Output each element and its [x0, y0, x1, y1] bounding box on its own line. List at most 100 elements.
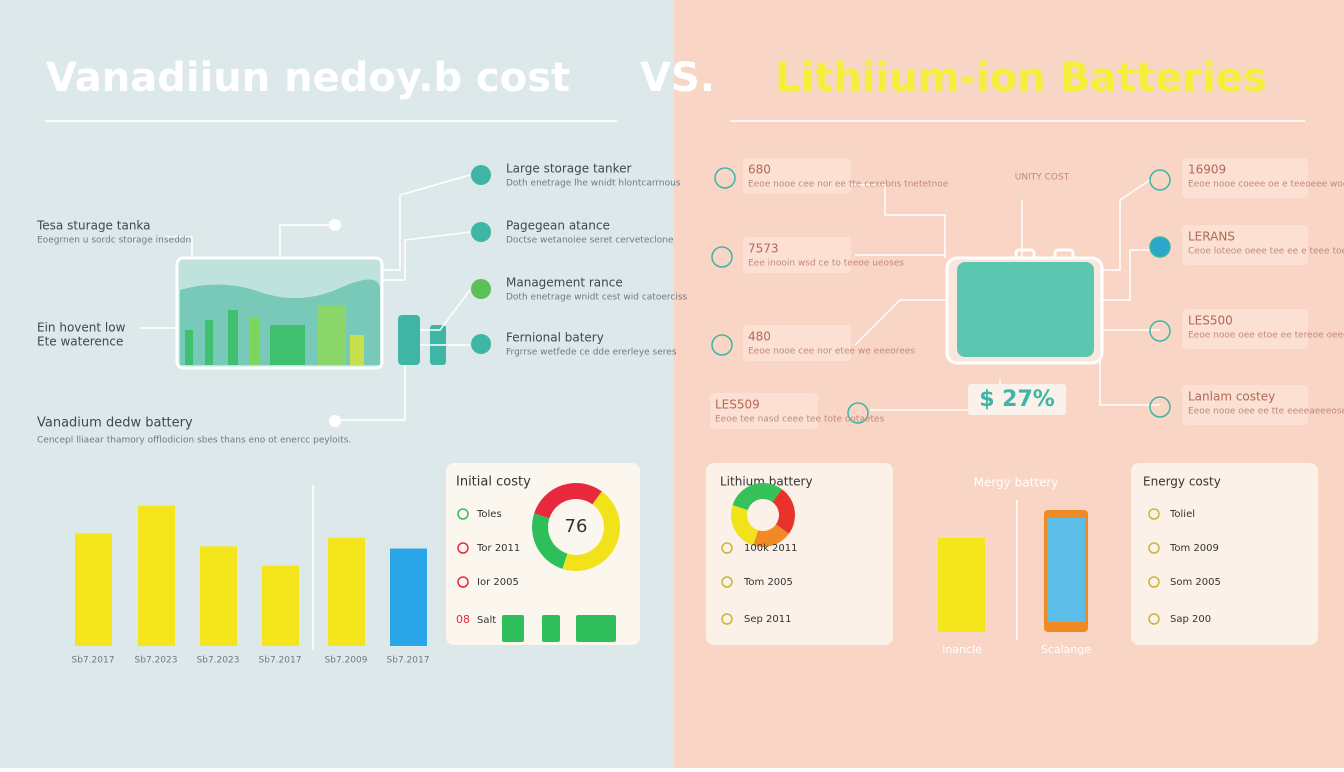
- bar: [938, 538, 985, 632]
- vs-label: VS.: [640, 55, 715, 101]
- x-tick-label: Sb7.2017: [259, 656, 302, 666]
- bar: [390, 548, 427, 646]
- card-title: Energy costy: [1143, 475, 1221, 489]
- card-title: Initial costy: [456, 475, 531, 490]
- legend-label: Ior 2005: [477, 577, 519, 588]
- legend-label: Som 2005: [1170, 577, 1221, 588]
- bar: [75, 533, 112, 646]
- item-text: Eeoe nooe oee etoe ee tereoe oeeeoe: [1188, 331, 1344, 341]
- legend-label: Tor 2011: [476, 543, 520, 554]
- legend-label: Tom 2005: [743, 577, 793, 588]
- legend-label: Toliel: [1169, 509, 1195, 520]
- feature-icon: [471, 334, 491, 354]
- x-tick-label: Sb7.2009: [325, 656, 368, 666]
- x-tick-label: Sb7.2017: [72, 656, 115, 666]
- feature-text: Doth enetrage lhe wnidt hlontcarrnous: [506, 179, 681, 189]
- feature-icon: [471, 279, 491, 299]
- bar: [262, 565, 299, 646]
- percent-box: [968, 384, 1066, 415]
- legend-label: Sep 2011: [744, 614, 791, 625]
- flow-label-title: Ein hovent low: [37, 321, 126, 335]
- flow-label-text: Ete waterence: [37, 335, 123, 349]
- legend-label: Salt: [477, 615, 496, 626]
- legend-icon: [721, 576, 733, 588]
- connectors: [850, 179, 1160, 411]
- item-card: [743, 237, 851, 273]
- legend-icon: [457, 576, 469, 588]
- legend-icon: [721, 613, 733, 625]
- item-title: LERANS: [1188, 230, 1235, 244]
- item-title: 480: [748, 330, 771, 344]
- item-text: Eeoe nooe coeee oe e teeoeee woeeeos: [1188, 180, 1344, 190]
- node: [329, 415, 341, 427]
- feature-title: Large storage tanker: [506, 162, 632, 176]
- item-text: Eeoe nooe cee nor etee we eeeorees: [748, 347, 915, 357]
- item-title: LES509: [715, 398, 760, 412]
- item-card: [743, 158, 851, 194]
- item-text: Eeoe nooe oee ee tte eeeeaeeeoses: [1188, 407, 1344, 417]
- item-icon: [1149, 320, 1171, 342]
- donut-segment: [732, 482, 782, 511]
- legend-icon: [457, 542, 469, 554]
- item-card: [1182, 158, 1308, 198]
- donut-segment: [562, 491, 620, 571]
- item-icon: [1149, 169, 1171, 191]
- donut-segment: [753, 524, 789, 548]
- legend-icon: [721, 542, 733, 554]
- bar: [328, 537, 365, 646]
- item-card: [1182, 385, 1308, 425]
- feature-title: Fernional batery: [506, 331, 604, 345]
- item-icon: [1149, 396, 1171, 418]
- x-tick-label: Sb7.2023: [197, 656, 240, 666]
- legend-icon: [1148, 508, 1160, 520]
- node: [329, 219, 341, 231]
- left-background: [0, 0, 674, 768]
- item-title: LES500: [1188, 314, 1233, 328]
- section-title: Vanadium dedw battery: [37, 416, 193, 431]
- item-icon: [714, 167, 736, 189]
- energy-card: [1131, 463, 1318, 645]
- legend-label: 100k 2011: [744, 543, 798, 554]
- feature-text: Frgrrse wetfede ce dde ererleye seres: [506, 348, 677, 358]
- feature-icon: [471, 222, 491, 242]
- legend-icon: [1148, 613, 1160, 625]
- feature-title: Management rance: [506, 276, 623, 290]
- x-tick-label: Sb7.2023: [135, 656, 178, 666]
- energy-chart-title: Mergy battery: [974, 476, 1059, 490]
- feature-text: Doth enetrage wnidt cest wid catoerciss: [506, 293, 688, 303]
- item-title: Lanlam costey: [1188, 390, 1275, 404]
- item-card: [1182, 309, 1308, 349]
- left-title: Vanadiiun nedoy.b cost: [46, 55, 570, 101]
- item-text: Eeoe nooe cee nor ee tte cexebns tnetetn…: [748, 180, 949, 190]
- card-title: Lithium battery: [720, 475, 813, 489]
- donut-center-label: 76: [565, 516, 588, 537]
- legend-label: Toles: [476, 509, 502, 520]
- legend-label: Tom 2009: [1169, 543, 1219, 554]
- item-icon: [711, 334, 733, 356]
- big-battery: [945, 248, 1104, 365]
- donut-segment: [772, 489, 796, 534]
- item-card: [1182, 225, 1308, 265]
- legend-icon: [1148, 542, 1160, 554]
- item-title: 680: [748, 163, 771, 177]
- item-text: Eee inooin wsd ce to teeoe ueoses: [748, 259, 904, 269]
- connectors: [140, 174, 471, 421]
- bar: [200, 546, 237, 646]
- percent-label: $ 27%: [979, 387, 1055, 412]
- feature-title: Pagegean atance: [506, 219, 610, 233]
- item-title: 16909: [1188, 163, 1226, 177]
- x-tick-label: Inancle: [942, 643, 982, 656]
- x-tick-label: Sb7.2017: [387, 656, 430, 666]
- item-text: Eeoe tee nasd ceee tee tote ootaetes: [715, 415, 885, 425]
- item-card: [743, 325, 851, 361]
- legend-icon: [457, 508, 469, 520]
- tank-label-title: Tesa sturage tanka: [36, 219, 151, 233]
- legend-icon: [1148, 576, 1160, 588]
- section-text: Cencepl lliaear thamory offlodicion sbes…: [37, 436, 351, 446]
- item-text: Ceoe loteoe oeee tee ee e teee toe oeee: [1188, 247, 1344, 257]
- tank: [175, 256, 384, 370]
- donut-segment: [532, 513, 568, 569]
- item-title: 7573: [748, 242, 779, 256]
- badge: 08: [456, 613, 470, 626]
